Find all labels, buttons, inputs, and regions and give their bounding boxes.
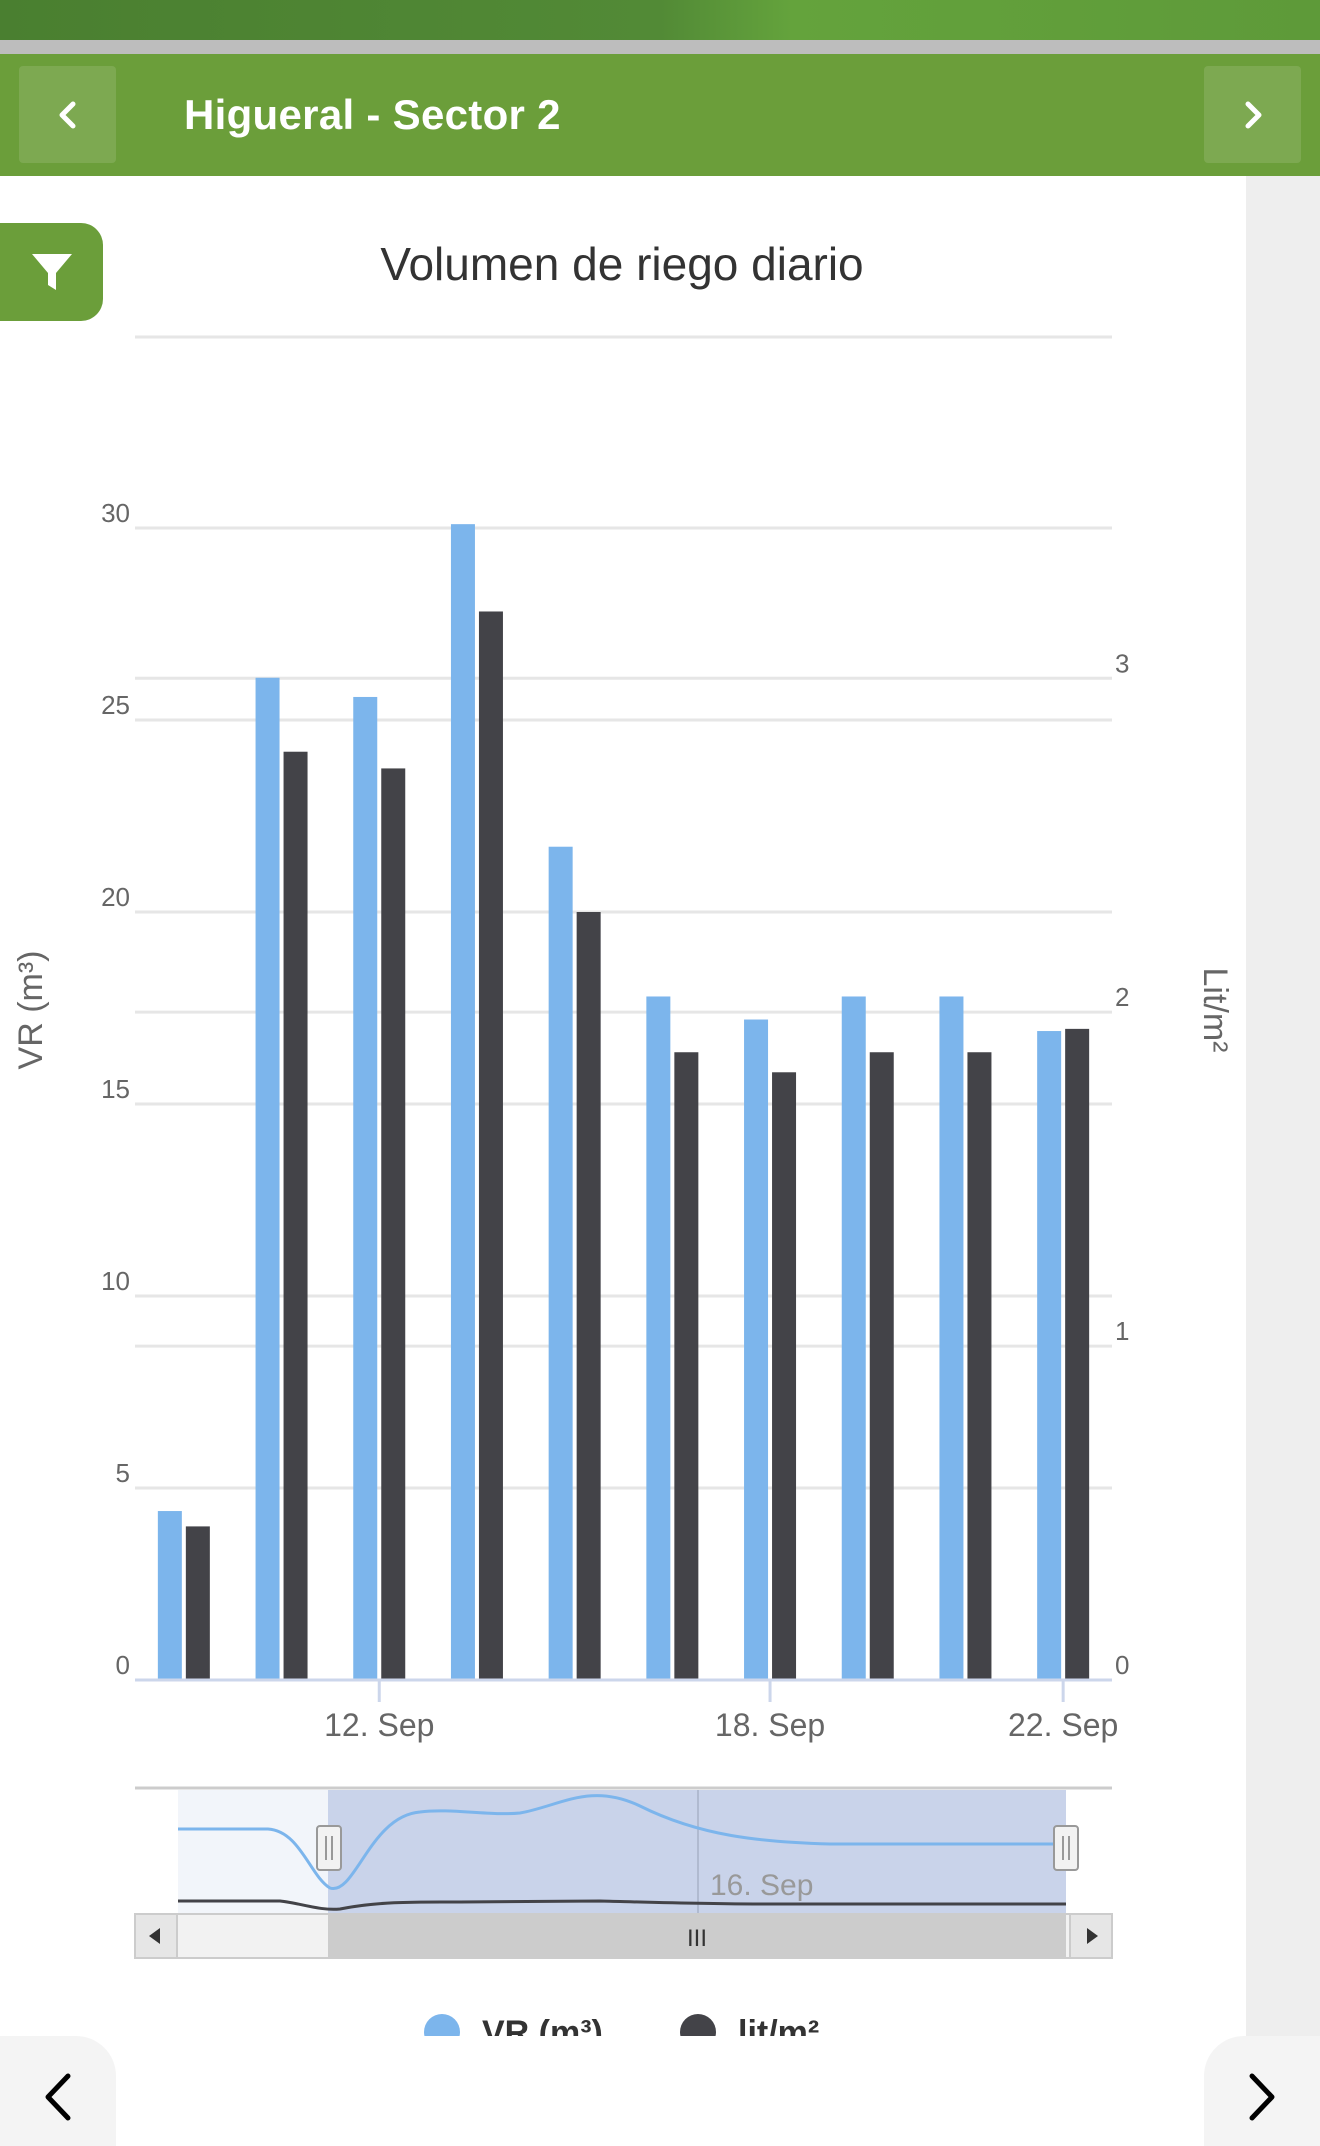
bar-vr: [646, 996, 671, 1680]
chevron-left-icon: [59, 101, 75, 128]
y-left-tick-label: 20: [101, 882, 130, 912]
y-axis-left-label: VR (m³): [12, 951, 50, 1070]
bar-vr: [450, 524, 475, 1680]
grid-lines: [135, 526, 1112, 1490]
navigator-date-label: 16. Sep: [710, 1869, 813, 1902]
y-left-tick-label: 0: [116, 1650, 130, 1680]
navigator-left-mask: [178, 1790, 328, 1914]
bars: [157, 524, 1090, 1680]
bar-lit: [1065, 1028, 1090, 1680]
bar-vr: [353, 696, 378, 1680]
bar-vr: [744, 1019, 769, 1680]
x-tick-label: 22. Sep: [1008, 1707, 1118, 1743]
chart-title: Volumen de riego diario: [380, 238, 863, 290]
scrollbar[interactable]: III: [134, 1913, 1113, 1959]
navigator-lit-line: [178, 1899, 1066, 1911]
bar-vr: [157, 1511, 182, 1680]
bar-lit: [576, 912, 601, 1680]
bar-lit: [772, 1072, 797, 1680]
filter-icon: [31, 254, 72, 290]
legend-item-lit[interactable]: lit/m²: [680, 2014, 819, 2036]
filter-button[interactable]: [0, 223, 103, 321]
legend: VR (m³) lit/m²: [424, 2014, 819, 2036]
chart: Volumen de riego diario 0 5 10 15 20 25 30 0 1 2 3…: [12, 238, 1234, 2036]
navigator-right-handle[interactable]: [1053, 1825, 1079, 1871]
y-left-tick-label: 30: [101, 498, 130, 528]
axes: 0 5 10 15 20 25 30 0 1 2 3 12. Sep 18. Sep 22. Sep: [101, 498, 1129, 1743]
navigator[interactable]: 16. Sep: [135, 1786, 1112, 1914]
x-tick-label: 12. Sep: [324, 1707, 434, 1743]
forward-button[interactable]: [1204, 66, 1301, 163]
legend-item-vr[interactable]: VR (m³): [424, 2014, 603, 2036]
side-panel: [1246, 176, 1320, 2120]
chevron-right-icon: [1245, 101, 1261, 128]
back-button[interactable]: [19, 66, 116, 163]
navigator-vr-line: [178, 1794, 1066, 1890]
y-left-tick-label: 10: [101, 1266, 130, 1296]
bar-lit: [381, 768, 406, 1680]
scroll-right-arrow-icon: [1087, 1928, 1098, 1944]
bar-lit: [967, 1052, 992, 1680]
y-right-tick-label: 2: [1115, 982, 1129, 1012]
navigator-left-handle[interactable]: [316, 1825, 342, 1871]
bar-vr: [841, 996, 866, 1680]
chevron-left-icon: [45, 2073, 71, 2121]
y-left-tick-label: 15: [101, 1074, 130, 1104]
bar-vr: [1037, 1031, 1062, 1680]
y-left-tick-label: 25: [101, 690, 130, 720]
chevron-right-icon: [1249, 2073, 1275, 2121]
legend-label-vr: VR (m³): [482, 2014, 603, 2036]
legend-marker-lit: [680, 2014, 716, 2036]
bar-lit: [185, 1526, 210, 1680]
legend-label-lit: lit/m²: [738, 2014, 819, 2036]
bar-lit: [869, 1052, 894, 1680]
bar-lit: [674, 1052, 699, 1680]
y-axis-right-label: Lit/m²: [1196, 968, 1234, 1053]
bar-vr: [939, 996, 964, 1680]
y-right-tick-label: 0: [1115, 1650, 1129, 1680]
scrollbar-thumb[interactable]: [328, 1914, 1066, 1958]
legend-marker-vr: [424, 2014, 460, 2036]
bar-vr: [548, 846, 573, 1680]
divider: [0, 40, 1320, 54]
y-left-tick-label: 5: [116, 1458, 130, 1488]
scroll-left-arrow-icon: [149, 1928, 160, 1944]
app-header: Higueral - Sector 2: [0, 54, 1320, 176]
x-tick-label: 18. Sep: [715, 1707, 825, 1743]
scrollbar-thumb-grip: III: [687, 1925, 707, 1952]
next-page-button[interactable]: [1204, 2036, 1320, 2146]
bar-lit: [478, 611, 503, 1680]
previous-page-button[interactable]: [0, 2036, 116, 2146]
y-right-tick-label: 3: [1115, 648, 1129, 678]
bar-lit: [283, 751, 308, 1680]
status-bar: [0, 0, 1320, 40]
page-title: Higueral - Sector 2: [184, 91, 561, 138]
bar-vr: [255, 677, 280, 1680]
y-right-tick-label: 1: [1115, 1316, 1129, 1346]
